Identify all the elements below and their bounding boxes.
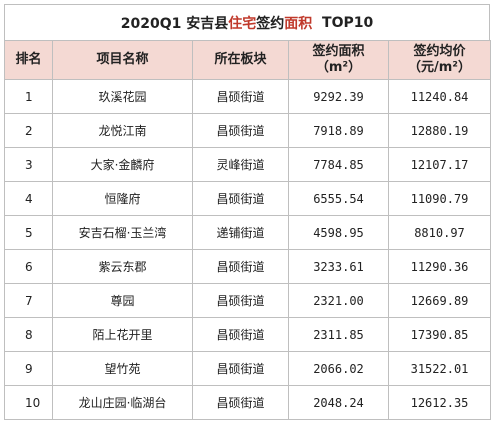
- row-area: 2311.85: [288, 317, 389, 352]
- row-project: 尊园: [52, 283, 193, 318]
- row-project: 恒隆府: [52, 181, 193, 216]
- row-price: 31522.01: [388, 351, 491, 386]
- title-mid: 签约: [256, 15, 285, 32]
- ranking-table-container: 2020Q1 安吉县 住宅 签约 面积 TOP10 排名 项目名称 所在板块 签…: [4, 4, 491, 420]
- table-row: 8 陌上花开里 昌硕街道 2311.85 17390.85: [4, 317, 491, 352]
- row-rank: 4: [4, 181, 53, 216]
- row-project: 紫云东郡: [52, 249, 193, 284]
- row-rank: 5: [4, 215, 53, 250]
- table-row: 10 龙山庄园·临湖台 昌硕街道 2048.24 12612.35: [4, 385, 491, 420]
- row-block: 昌硕街道: [192, 79, 289, 114]
- header-row: 排名 项目名称 所在板块 签约面积 （m²） 签约均价 （元/m²）: [4, 40, 491, 80]
- row-area: 2321.00: [288, 283, 389, 318]
- header-project: 项目名称: [52, 40, 193, 80]
- row-rank: 2: [4, 113, 53, 148]
- row-area: 6555.54: [288, 181, 389, 216]
- row-price: 8810.97: [388, 215, 491, 250]
- table-row: 6 紫云东郡 昌硕街道 3233.61 11290.36: [4, 249, 491, 284]
- row-project: 安吉石榴·玉兰湾: [52, 215, 193, 250]
- row-area: 2048.24: [288, 385, 389, 420]
- header-area: 签约面积 （m²）: [288, 40, 389, 80]
- header-area-line2: （m²）: [315, 60, 362, 75]
- table-row: 9 望竹苑 昌硕街道 2066.02 31522.01: [4, 351, 491, 386]
- table-row: 3 大家·金麟府 灵峰街道 7784.85 12107.17: [4, 147, 491, 182]
- row-rank: 6: [4, 249, 53, 284]
- row-rank: 7: [4, 283, 53, 318]
- row-price: 12880.19: [388, 113, 491, 148]
- table-title: 2020Q1 安吉县 住宅 签约 面积 TOP10: [4, 4, 490, 40]
- row-block: 递铺街道: [192, 215, 289, 250]
- row-rank: 1: [4, 79, 53, 114]
- table-row: 2 龙悦江南 昌硕街道 7918.89 12880.19: [4, 113, 491, 148]
- row-block: 昌硕街道: [192, 385, 289, 420]
- row-price: 11240.84: [388, 79, 491, 114]
- row-area: 3233.61: [288, 249, 389, 284]
- row-block: 昌硕街道: [192, 181, 289, 216]
- row-project: 大家·金麟府: [52, 147, 193, 182]
- row-price: 11290.36: [388, 249, 491, 284]
- table-row: 7 尊园 昌硕街道 2321.00 12669.89: [4, 283, 491, 318]
- row-block: 昌硕街道: [192, 113, 289, 148]
- row-block: 昌硕街道: [192, 249, 289, 284]
- ranking-table: 排名 项目名称 所在板块 签约面积 （m²） 签约均价 （元/m²） 1 玖溪花…: [4, 40, 491, 420]
- row-area: 7784.85: [288, 147, 389, 182]
- table-row: 4 恒隆府 昌硕街道 6555.54 11090.79: [4, 181, 491, 216]
- row-rank: 10: [4, 385, 53, 420]
- row-block: 昌硕街道: [192, 283, 289, 318]
- header-block: 所在板块: [192, 40, 289, 80]
- row-area: 4598.95: [288, 215, 389, 250]
- row-price: 17390.85: [388, 317, 491, 352]
- row-price: 12669.89: [388, 283, 491, 318]
- row-area: 2066.02: [288, 351, 389, 386]
- header-area-line1: 签约面积: [312, 44, 365, 59]
- row-block: 昌硕街道: [192, 351, 289, 386]
- title-highlight: 住宅: [228, 15, 257, 32]
- header-rank: 排名: [4, 40, 53, 80]
- row-rank: 3: [4, 147, 53, 182]
- header-price: 签约均价 （元/m²）: [388, 40, 491, 80]
- row-project: 陌上花开里: [52, 317, 193, 352]
- row-rank: 8: [4, 317, 53, 352]
- row-price: 11090.79: [388, 181, 491, 216]
- row-project: 龙山庄园·临湖台: [52, 385, 193, 420]
- title-highlight-2: 面积: [284, 15, 313, 32]
- row-price: 12107.17: [388, 147, 491, 182]
- row-project: 龙悦江南: [52, 113, 193, 148]
- table-row: 5 安吉石榴·玉兰湾 递铺街道 4598.95 8810.97: [4, 215, 491, 250]
- row-area: 9292.39: [288, 79, 389, 114]
- table-row: 1 玖溪花园 昌硕街道 9292.39 11240.84: [4, 79, 491, 114]
- row-area: 7918.89: [288, 113, 389, 148]
- row-rank: 9: [4, 351, 53, 386]
- row-price: 12612.35: [388, 385, 491, 420]
- row-project: 望竹苑: [52, 351, 193, 386]
- header-price-line2: （元/m²）: [408, 60, 471, 75]
- title-prefix: 2020Q1 安吉县: [120, 15, 229, 32]
- header-price-line1: 签约均价: [413, 44, 466, 59]
- title-suffix: TOP10: [312, 14, 374, 31]
- row-project: 玖溪花园: [52, 79, 193, 114]
- row-block: 灵峰街道: [192, 147, 289, 182]
- row-block: 昌硕街道: [192, 317, 289, 352]
